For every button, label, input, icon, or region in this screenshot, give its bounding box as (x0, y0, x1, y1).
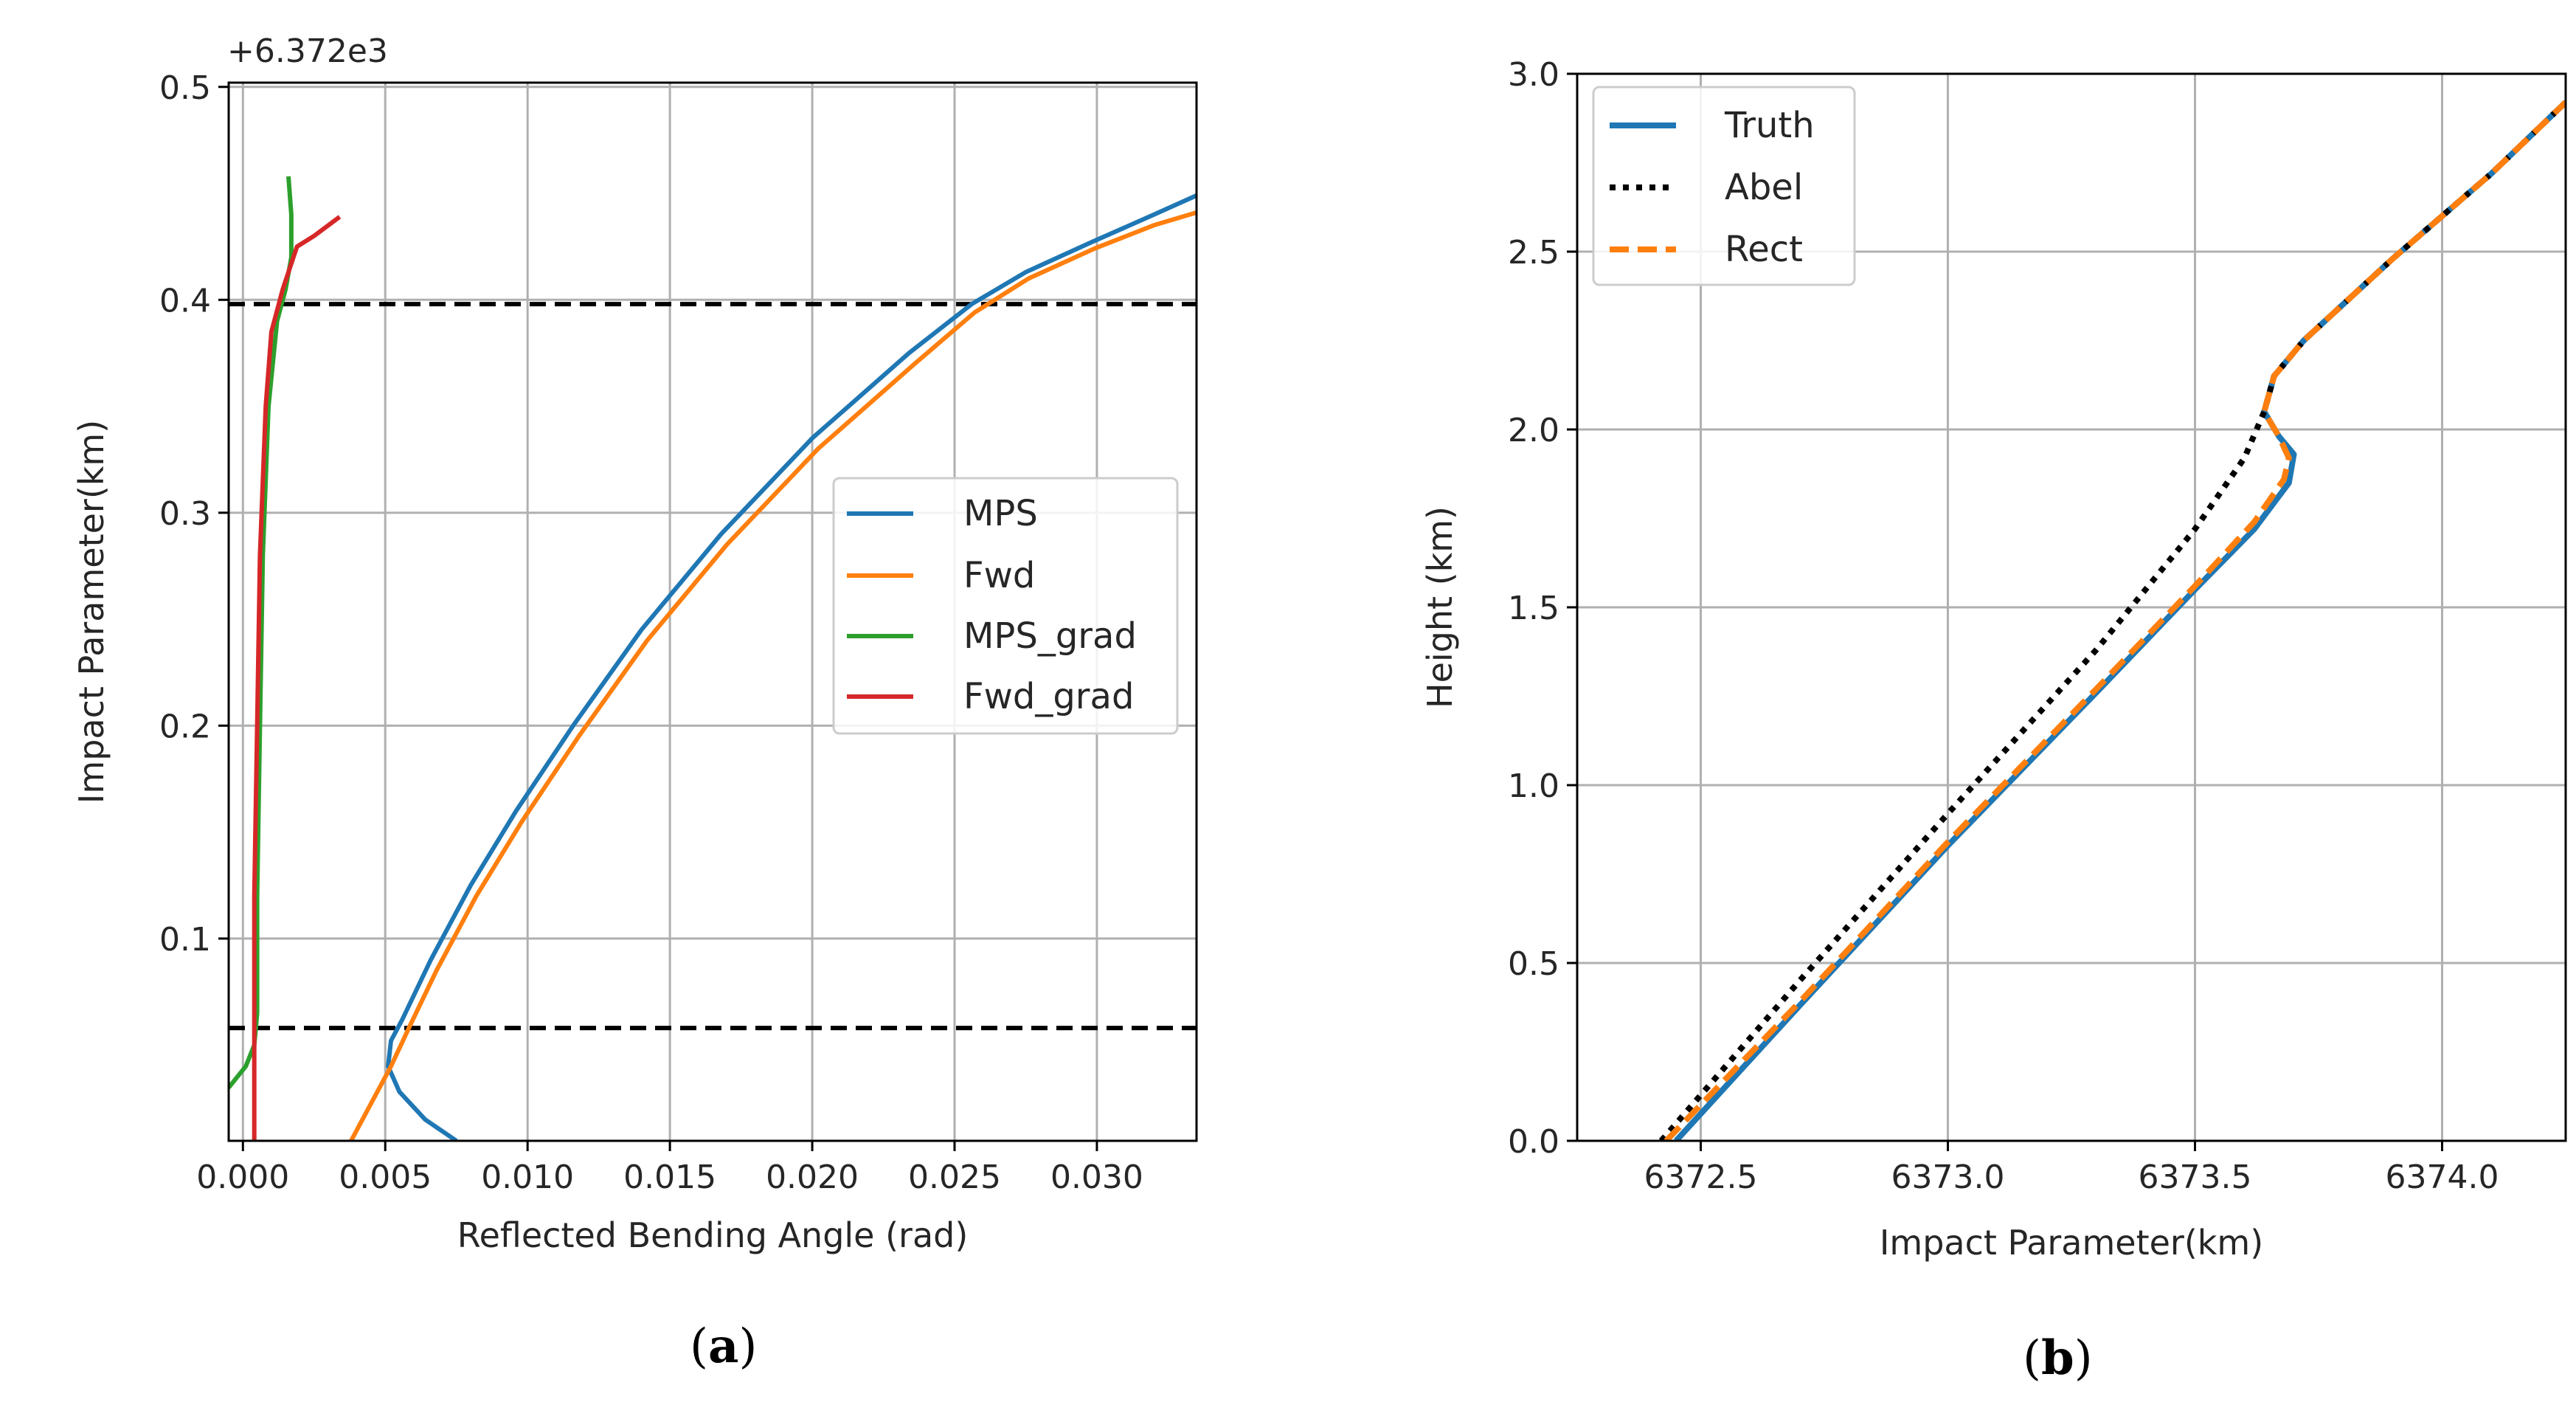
a-x-tick-label: 0.005 (339, 1159, 432, 1196)
a-caption-letter: a (708, 1319, 738, 1374)
a-axes-frame (227, 81, 1198, 1142)
b-x-tick-label: 6374.0 (2386, 1159, 2499, 1196)
a-legend-label-fwd-grad: Fwd_grad (963, 676, 1134, 717)
b-series-rect (1663, 100, 2566, 1141)
a-x-tick-label: 0.020 (766, 1159, 859, 1196)
a-y-tick-label: 0.1 (159, 921, 211, 959)
a-plot-area (229, 176, 1197, 1141)
b-x-tick-label: 6373.5 (2139, 1159, 2252, 1196)
a-caption: (a) (690, 1319, 757, 1374)
a-legend: MPS Fwd MPS_grad Fwd_grad (832, 477, 1179, 735)
a-y-tick-label: 0.5 (159, 69, 211, 107)
a-series-fwd (349, 210, 1197, 1141)
a-legend-box (832, 477, 1179, 735)
b-y-tick-label: 2.5 (1508, 234, 1559, 272)
b-y-tick-label: 2.0 (1508, 412, 1559, 449)
a-x-tick-label: 0.000 (196, 1159, 289, 1196)
a-x-tick-label: 0.030 (1050, 1159, 1143, 1196)
panel-a: 0.000 0.005 0.010 0.015 0.020 0.025 0.030 0.1 0.… (72, 32, 1198, 1374)
b-caption: (b) (2023, 1330, 2093, 1386)
b-legend-label-truth: Truth (1724, 105, 1815, 146)
b-legend-label-rect: Rect (1725, 229, 1803, 270)
a-ticks: 0.000 0.005 0.010 0.015 0.020 0.025 0.030 0.1 0.… (159, 69, 1143, 1196)
b-legend-label-abel: Abel (1725, 167, 1803, 208)
panel-b: 6372.5 6373.0 6373.5 6374.0 0.0 0.5 1.0 1.5 2.0 2… (1420, 56, 2567, 1386)
b-y-tick-label: 0.0 (1508, 1123, 1559, 1161)
b-ticks: 6372.5 6373.0 6373.5 6374.0 0.0 0.5 1.0 1.5 2.0 2… (1508, 56, 2499, 1196)
b-x-tick-label: 6373.0 (1891, 1159, 2005, 1196)
a-series-fwd-grad (252, 215, 342, 1141)
a-legend-label-mps: MPS (963, 493, 1038, 534)
a-legend-label-fwd: Fwd (963, 555, 1035, 596)
b-legend-box (1592, 86, 1856, 286)
a-y-axis-label: Impact Parameter(km) (72, 420, 111, 804)
b-caption-letter: b (2041, 1330, 2074, 1386)
a-series-mps (386, 193, 1197, 1141)
b-x-tick-label: 6372.5 (1644, 1159, 1758, 1196)
a-x-tick-label: 0.015 (623, 1159, 716, 1196)
b-plot-area (1658, 100, 2566, 1141)
a-y-offset-text: +6.372e3 (227, 32, 388, 70)
a-x-tick-label: 0.025 (908, 1159, 1001, 1196)
a-x-axis-label: Reflected Bending Angle (rad) (457, 1215, 969, 1255)
b-y-tick-label: 0.5 (1508, 945, 1559, 983)
b-y-tick-label: 1.0 (1508, 767, 1559, 805)
a-y-tick-label: 0.2 (159, 708, 211, 745)
a-x-tick-label: 0.010 (481, 1159, 574, 1196)
a-reference-lines (229, 302, 1197, 1031)
b-y-axis-label: Height (km) (1420, 506, 1460, 708)
a-y-tick-label: 0.3 (159, 495, 211, 533)
a-y-tick-label: 0.4 (159, 282, 211, 320)
b-x-axis-label: Impact Parameter(km) (1880, 1223, 2263, 1263)
b-y-tick-label: 3.0 (1508, 56, 1559, 94)
a-legend-label-mps-grad: MPS_grad (963, 615, 1137, 657)
b-y-tick-label: 1.5 (1508, 590, 1559, 627)
b-legend: Truth Abel Rect (1592, 86, 1856, 286)
